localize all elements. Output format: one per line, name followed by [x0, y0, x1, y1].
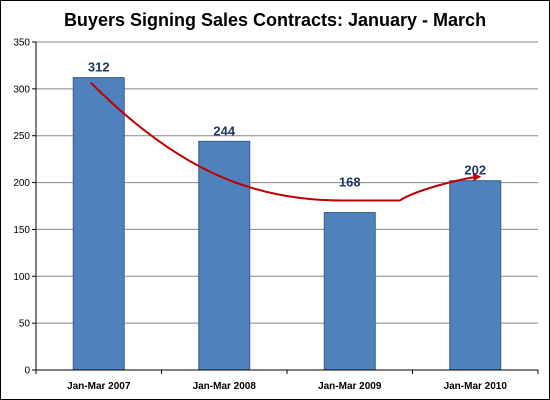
x-category-label: Jan-Mar 2008 [193, 381, 257, 392]
y-tick-label: 150 [13, 225, 30, 236]
y-tick-label: 100 [13, 272, 30, 283]
bars [72, 77, 502, 371]
y-tick-label: 0 [24, 366, 30, 377]
trend-arrow-path [90, 81, 482, 202]
data-label: 312 [88, 60, 110, 75]
y-tick-label: 250 [13, 131, 30, 142]
y-tick-labels: 0 50 100 150 200 250 300 350 [13, 38, 30, 377]
trend-arrow [90, 81, 482, 202]
y-tick-label: 300 [13, 84, 30, 95]
x-category-label: Jan-Mar 2009 [318, 381, 382, 392]
x-category-labels: Jan-Mar 2007 Jan-Mar 2008 Jan-Mar 2009 Jan-… [67, 381, 507, 392]
bar [449, 180, 502, 371]
axes [32, 41, 539, 374]
y-tick-label: 50 [19, 319, 31, 330]
chart-title: Buyers Signing Sales Contracts: January … [64, 10, 486, 30]
data-label: 202 [464, 163, 486, 178]
x-category-label: Jan-Mar 2010 [444, 381, 508, 392]
y-tick-label: 200 [13, 178, 30, 189]
bar [323, 212, 376, 371]
data-label: 244 [213, 123, 235, 138]
x-category-label: Jan-Mar 2007 [67, 381, 131, 392]
bar [198, 140, 251, 371]
data-labels: 312 244 168 202 [88, 60, 486, 190]
data-label: 168 [339, 175, 361, 190]
bar [72, 77, 125, 371]
y-tick-label: 350 [13, 38, 30, 49]
